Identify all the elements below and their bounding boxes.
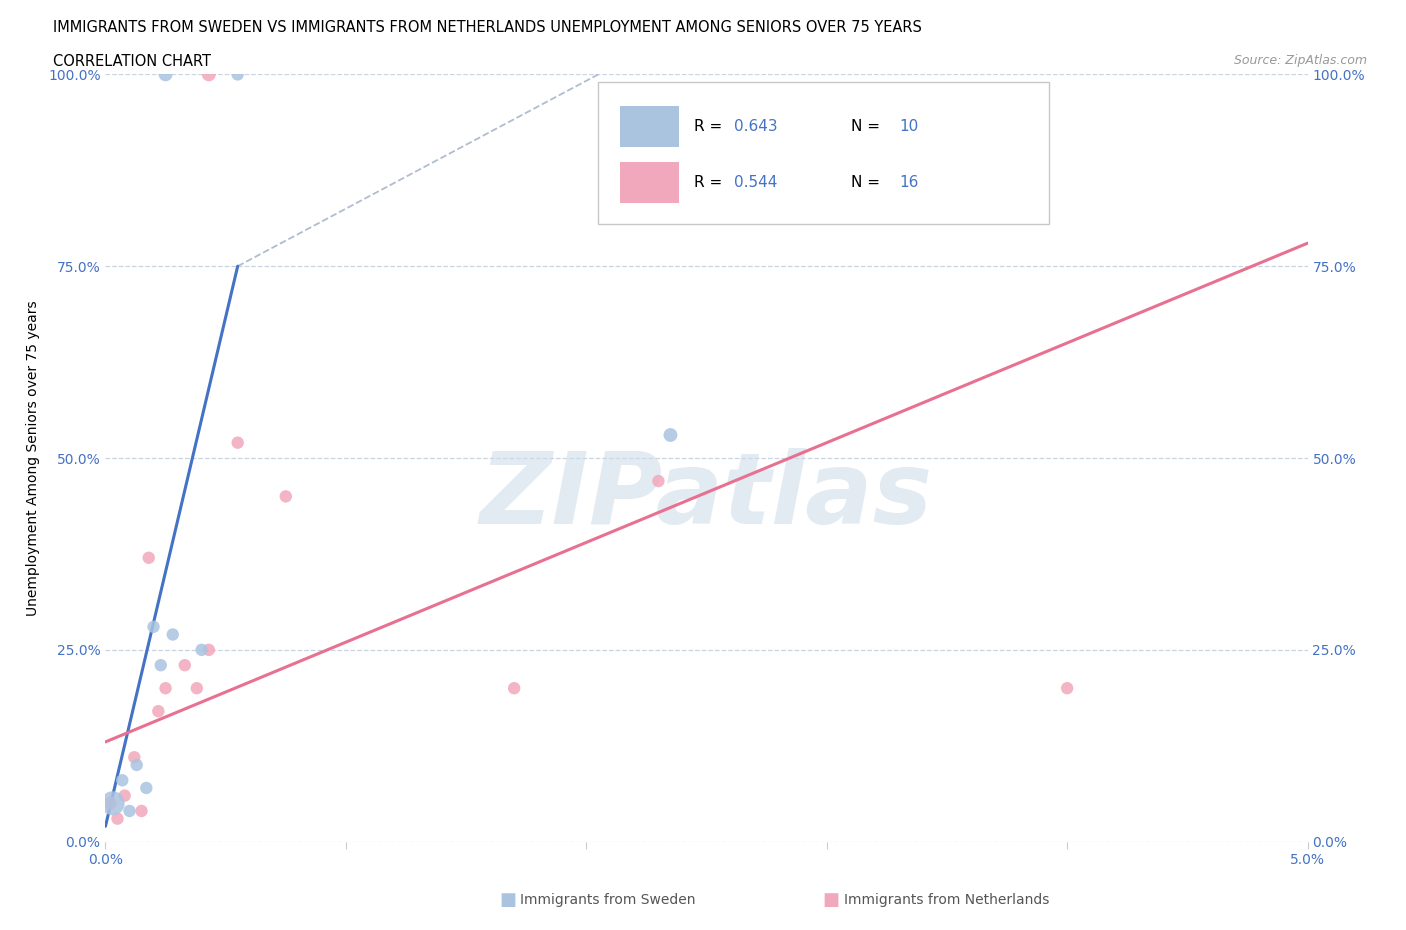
Point	[118, 804, 141, 818]
Text: ZIPatlas: ZIPatlas	[479, 448, 934, 545]
Point	[125, 757, 148, 772]
Point	[114, 789, 136, 804]
Point	[155, 681, 177, 696]
Text: Source: ZipAtlas.com: Source: ZipAtlas.com	[1233, 54, 1367, 67]
Point	[135, 780, 157, 795]
Text: Immigrants from Netherlands: Immigrants from Netherlands	[844, 893, 1049, 908]
Text: ■: ■	[499, 891, 516, 910]
Point	[131, 804, 153, 818]
Text: Immigrants from Sweden: Immigrants from Sweden	[520, 893, 696, 908]
FancyBboxPatch shape	[599, 82, 1049, 224]
Text: R =: R =	[695, 119, 728, 134]
Text: N =: N =	[851, 119, 884, 134]
Point	[148, 704, 170, 719]
Point	[226, 67, 249, 82]
Point	[124, 750, 146, 764]
Point	[98, 796, 121, 811]
FancyBboxPatch shape	[620, 106, 679, 147]
Text: 10: 10	[898, 119, 918, 134]
Text: R =: R =	[695, 175, 728, 190]
Point	[138, 551, 160, 565]
Text: N =: N =	[851, 175, 884, 190]
Text: 0.544: 0.544	[734, 175, 778, 190]
Point	[142, 619, 165, 634]
Point	[274, 489, 297, 504]
Point	[503, 681, 526, 696]
Point	[1056, 681, 1078, 696]
Y-axis label: Unemployment Among Seniors over 75 years: Unemployment Among Seniors over 75 years	[25, 300, 39, 616]
Point	[107, 811, 129, 826]
Point	[659, 428, 682, 443]
Text: 16: 16	[898, 175, 918, 190]
Point	[226, 435, 249, 450]
Point	[111, 773, 134, 788]
Point	[190, 643, 212, 658]
Text: 0.643: 0.643	[734, 119, 778, 134]
Point	[162, 627, 184, 642]
Point	[198, 643, 221, 658]
Point	[101, 796, 124, 811]
Point	[149, 658, 172, 672]
Text: ■: ■	[823, 891, 839, 910]
Text: IMMIGRANTS FROM SWEDEN VS IMMIGRANTS FROM NETHERLANDS UNEMPLOYMENT AMONG SENIORS: IMMIGRANTS FROM SWEDEN VS IMMIGRANTS FRO…	[53, 20, 922, 35]
Point	[647, 473, 669, 488]
FancyBboxPatch shape	[620, 162, 679, 203]
Point	[173, 658, 195, 672]
Point	[186, 681, 208, 696]
Point	[155, 67, 177, 82]
Point	[198, 67, 221, 82]
Text: CORRELATION CHART: CORRELATION CHART	[53, 54, 211, 69]
